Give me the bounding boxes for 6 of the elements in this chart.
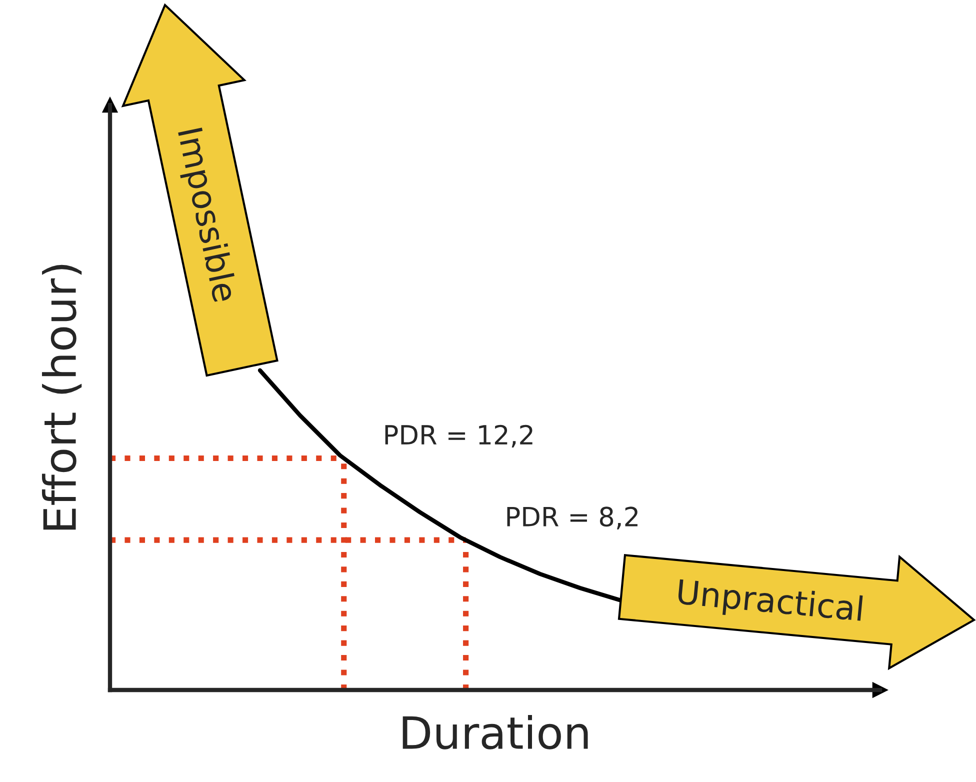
- x-axis-title: Duration: [402, 715, 588, 750]
- y-axis-title: Effort (hour): [42, 264, 82, 530]
- annotation: PDR = 8,2: [507, 506, 638, 530]
- text: Impossible: [171, 127, 239, 304]
- text: Unpractical: [677, 578, 863, 628]
- annotation: PDR = 12,2: [385, 424, 532, 448]
